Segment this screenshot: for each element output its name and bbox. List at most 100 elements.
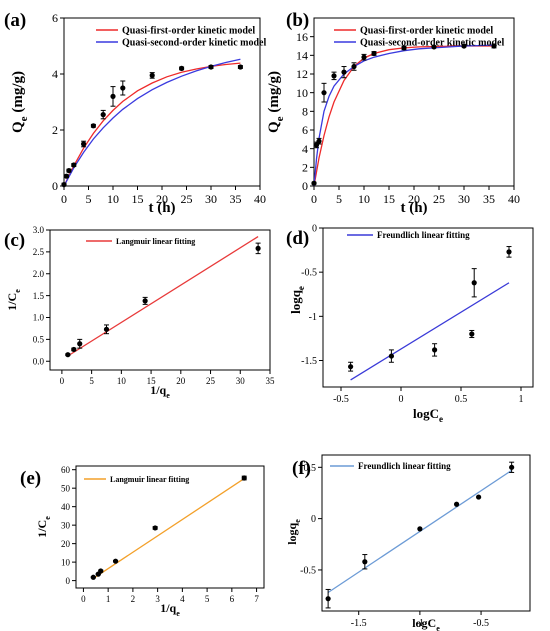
x-tick-label: 10: [107, 192, 119, 206]
data-point: [311, 180, 317, 186]
x-tick-label: 10: [117, 376, 127, 386]
plot-frame: [321, 454, 531, 612]
x-tick-label: -0.5: [473, 618, 489, 629]
x-tick-label: 0.5: [455, 394, 468, 405]
data-point: [110, 93, 116, 99]
data-point: [100, 112, 106, 118]
x-tick-label: 35: [230, 192, 242, 206]
y-tick-label: 0.5: [304, 463, 317, 474]
x-tick-label: 5: [336, 192, 342, 206]
x-tick-label: 0: [61, 192, 67, 206]
data-point: [63, 173, 70, 179]
data-point: [179, 65, 185, 71]
x-tick-label: 5: [205, 594, 210, 604]
plot-frame: [49, 229, 271, 371]
y-tick-label: 0: [311, 514, 316, 525]
y-tick-label: 14: [296, 49, 308, 63]
legend-entry: Freundlich linear fitting: [358, 461, 451, 471]
x-tick-label: 30: [205, 192, 217, 206]
x-tick-label: 40: [508, 192, 520, 206]
x-tick-label: 7: [254, 594, 259, 604]
data-point: [417, 526, 423, 532]
data-point: [388, 353, 394, 359]
y-tick-label: 6: [52, 11, 58, 25]
x-tick-label: 30: [458, 192, 470, 206]
panel-label: (e): [20, 468, 41, 489]
y-tick-label: 1.5: [33, 291, 45, 301]
y-tick-label: 40: [61, 502, 71, 512]
x-tick-label: -1.5: [351, 618, 367, 629]
y-tick-label: 0.0: [33, 356, 45, 366]
data-point: [341, 69, 347, 75]
panel-label: (f): [292, 458, 311, 479]
data-point: [321, 90, 327, 96]
data-point: [81, 141, 87, 147]
series-line-0: [350, 282, 510, 381]
chart-panel-0: 0 5 10 15 20 25 30 35 40 0 2 4 6 t (h) Qe (mg/g) (a) Qua…: [4, 10, 266, 216]
y-tick-label: 12: [296, 67, 308, 81]
x-tick-label: 6: [230, 594, 235, 604]
y-tick-label: 20: [61, 539, 71, 549]
series-line-1: [63, 58, 241, 187]
chart-panel-4: 0 1 2 3 4 5 6 7 0 10 20 30 40 50 60 1/qe 1/Ce (e) Langmuir…: [20, 465, 265, 618]
chart-panel-3: -0.5 0 0.5 1 -1.5 -1 -0.5 0 logCe logqe (d) Freundl…: [286, 224, 534, 424]
y-tick-label: 1.0: [33, 313, 45, 323]
data-point: [103, 326, 110, 332]
y-tick-label: 30: [61, 520, 71, 530]
x-tick-label: 20: [176, 376, 186, 386]
data-point: [506, 249, 512, 255]
data-point: [98, 568, 104, 574]
x-tick-label: 30: [236, 376, 246, 386]
data-point: [362, 559, 368, 565]
x-tick-label: 25: [206, 376, 216, 386]
data-point: [71, 346, 77, 353]
data-point: [461, 43, 467, 49]
x-tick-label: 0: [399, 394, 404, 405]
data-point: [90, 123, 96, 129]
chart-panel-5: -1.5 -1 -0.5 -0.5 0 0.5 logCe logqe (f) Freundlic…: [285, 454, 531, 631]
data-point: [431, 44, 437, 50]
data-point: [476, 494, 482, 500]
x-tick-label: 4: [180, 594, 185, 604]
legend-entry: Langmuir linear fitting: [110, 475, 189, 484]
panel-label: (a): [4, 10, 26, 31]
legend-entry: Quasi-second-order kinetic model: [360, 38, 504, 49]
data-point: [432, 347, 438, 353]
x-tick-label: 20: [156, 192, 168, 206]
x-tick-label: 0: [311, 192, 317, 206]
legend-entry: Quasi-first-order kinetic model: [122, 26, 255, 37]
y-tick-label: 16: [296, 30, 308, 44]
y-tick-label: 0: [302, 179, 308, 193]
y-tick-label: -0.5: [301, 268, 317, 279]
x-tick-label: 15: [147, 376, 157, 386]
x-tick-label: 0: [81, 594, 86, 604]
data-point: [71, 162, 77, 168]
x-axis-label: 1/qe: [150, 383, 170, 400]
y-axis-label: 1/Ce: [5, 289, 22, 311]
x-tick-label: 5: [89, 376, 94, 386]
data-point: [241, 475, 247, 481]
y-tick-label: -1.5: [301, 356, 317, 367]
data-point: [120, 85, 126, 91]
legend-entry: Quasi-first-order kinetic model: [360, 26, 493, 37]
panel-label: (d): [286, 228, 309, 249]
data-point: [371, 50, 377, 57]
series-line-0: [313, 45, 494, 187]
y-tick-label: 2: [52, 123, 58, 137]
x-tick-label: 3: [155, 594, 160, 604]
series-line-1: [313, 44, 495, 187]
chart-panel-1: 0 5 10 15 20 25 30 35 40 0 2 4 6 8 10 12 14 16 t (h) Qe (mg…: [266, 10, 520, 216]
x-tick-label: 1: [106, 594, 111, 604]
y-tick-label: 2.5: [33, 247, 45, 257]
data-point: [255, 245, 261, 251]
y-axis-label: 1/Ce: [35, 516, 52, 538]
y-tick-label: 2.0: [33, 269, 45, 279]
legend-entry: Langmuir linear fitting: [116, 237, 195, 246]
y-tick-label: 4: [302, 142, 308, 156]
data-point: [469, 331, 475, 337]
data-point: [90, 574, 96, 580]
data-point: [348, 364, 354, 370]
y-tick-label: 10: [296, 86, 308, 100]
data-point: [509, 464, 515, 470]
